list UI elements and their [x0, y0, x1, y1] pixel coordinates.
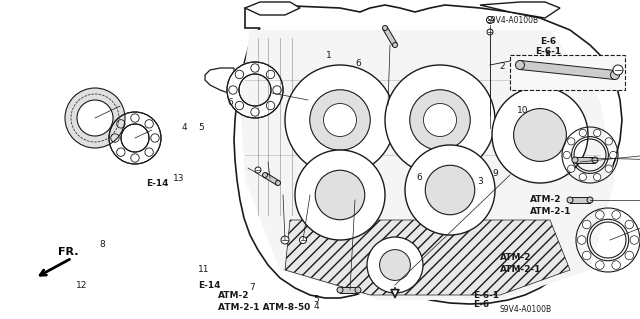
Polygon shape [520, 61, 616, 79]
Text: 13: 13 [173, 174, 184, 183]
Circle shape [582, 220, 591, 229]
Text: S9V4-A0100B: S9V4-A0100B [500, 306, 552, 315]
Polygon shape [205, 68, 234, 95]
Circle shape [596, 211, 604, 219]
Polygon shape [570, 197, 590, 203]
Circle shape [367, 237, 423, 293]
Circle shape [323, 103, 356, 137]
Text: E-6-1: E-6-1 [535, 48, 561, 56]
Circle shape [425, 165, 475, 215]
Polygon shape [285, 220, 570, 295]
Polygon shape [240, 30, 615, 300]
Text: 8: 8 [99, 240, 105, 249]
Polygon shape [340, 287, 358, 293]
Circle shape [568, 165, 575, 172]
Circle shape [592, 157, 598, 163]
Circle shape [582, 251, 591, 260]
Circle shape [383, 26, 387, 31]
Circle shape [295, 150, 385, 240]
Circle shape [611, 70, 620, 79]
Text: 4: 4 [314, 302, 319, 311]
Circle shape [609, 151, 617, 159]
Text: 10: 10 [517, 106, 529, 115]
Text: ATM-2-1: ATM-2-1 [530, 207, 572, 217]
Text: ATM-2-1 ATM-8-50: ATM-2-1 ATM-8-50 [218, 302, 310, 311]
Text: 5: 5 [314, 295, 319, 304]
Text: E-6: E-6 [540, 38, 556, 47]
Circle shape [355, 287, 361, 293]
Text: ATM-2: ATM-2 [218, 291, 250, 300]
Polygon shape [234, 5, 622, 304]
Circle shape [65, 88, 125, 148]
Circle shape [410, 90, 470, 150]
Circle shape [380, 249, 410, 280]
Circle shape [567, 197, 573, 203]
Text: E-6: E-6 [474, 300, 490, 309]
Circle shape [316, 170, 365, 220]
Circle shape [596, 261, 604, 269]
Circle shape [392, 42, 397, 48]
Polygon shape [264, 173, 279, 185]
Circle shape [605, 165, 612, 172]
Circle shape [487, 29, 493, 35]
Circle shape [424, 103, 456, 137]
Circle shape [262, 173, 268, 177]
Circle shape [337, 287, 343, 293]
Text: 12: 12 [76, 281, 87, 290]
Circle shape [593, 129, 601, 137]
Text: 7: 7 [250, 283, 255, 292]
Circle shape [625, 220, 634, 229]
Circle shape [563, 151, 570, 159]
Circle shape [486, 17, 493, 24]
Circle shape [515, 61, 525, 70]
Text: ATM-2: ATM-2 [500, 254, 531, 263]
Circle shape [612, 211, 620, 219]
Polygon shape [383, 27, 397, 46]
Polygon shape [575, 157, 595, 163]
Text: ATM-2-1: ATM-2-1 [500, 265, 541, 275]
Circle shape [630, 236, 639, 244]
Circle shape [605, 138, 612, 145]
Circle shape [625, 251, 634, 260]
Circle shape [577, 236, 586, 244]
Circle shape [405, 145, 495, 235]
Text: S9V4-A0100B: S9V4-A0100B [486, 16, 538, 25]
Circle shape [492, 87, 588, 183]
Circle shape [514, 108, 566, 161]
Circle shape [587, 197, 593, 203]
Text: FR.: FR. [58, 247, 79, 257]
Circle shape [310, 90, 371, 150]
Circle shape [77, 100, 113, 136]
Circle shape [568, 138, 575, 145]
Text: 3: 3 [477, 177, 483, 186]
Polygon shape [480, 2, 560, 18]
Circle shape [572, 157, 578, 163]
Text: 2: 2 [499, 63, 505, 71]
Circle shape [255, 167, 261, 173]
Circle shape [281, 236, 289, 244]
Text: 6: 6 [416, 173, 422, 182]
Circle shape [593, 174, 601, 181]
Text: 11: 11 [198, 265, 210, 274]
Text: ATM-2: ATM-2 [530, 196, 561, 204]
Circle shape [579, 129, 586, 137]
Circle shape [613, 65, 623, 75]
Text: 9: 9 [493, 169, 499, 178]
Circle shape [275, 181, 280, 186]
Text: E-14: E-14 [198, 281, 221, 290]
Circle shape [285, 65, 395, 175]
Text: 1: 1 [326, 51, 332, 60]
Circle shape [612, 261, 620, 269]
Text: E-6-1: E-6-1 [474, 291, 500, 300]
Polygon shape [245, 2, 300, 15]
Text: 6: 6 [227, 98, 233, 107]
Bar [510, 55, 625, 90]
Circle shape [300, 236, 307, 243]
Circle shape [579, 174, 586, 181]
Text: E-14: E-14 [146, 179, 168, 188]
Circle shape [385, 65, 495, 175]
Text: 5: 5 [198, 123, 204, 132]
Text: 6: 6 [355, 59, 361, 68]
Text: 4: 4 [181, 123, 187, 132]
